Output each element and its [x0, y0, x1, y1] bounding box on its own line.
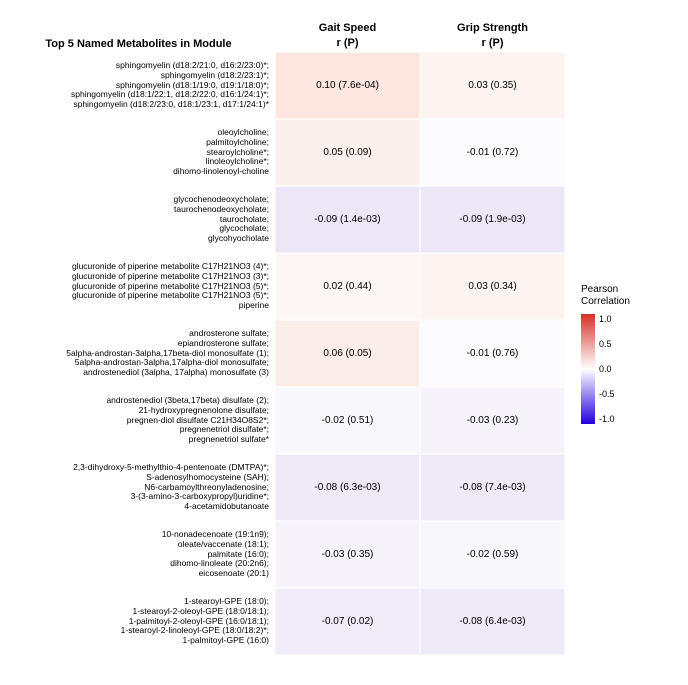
legend-scale: 1.0 0.5 0.0 -0.5 -1.0 [581, 314, 615, 424]
legend-ticks: 1.0 0.5 0.0 -0.5 -1.0 [595, 314, 615, 424]
heatmap-cell: -0.02 (0.59) [420, 521, 565, 588]
row-label: androsterone sulfate;epiandrosterone sul… [10, 320, 275, 387]
col-head-line1: Grip Strength [457, 22, 528, 34]
row-label-line: piperine [10, 301, 269, 311]
heatmap-cell: 0.05 (0.09) [275, 119, 420, 186]
heatmap-cell: 0.03 (0.35) [420, 52, 565, 119]
legend-title-line2: Correlation [581, 296, 630, 307]
rows-area: sphingomyelin (d18:2/21:0, d16:2/23:0)*;… [10, 52, 678, 655]
rows-left: sphingomyelin (d18:2/21:0, d16:2/23:0)*;… [10, 52, 565, 655]
column-header-gait: Gait Speed r (P) [275, 21, 420, 50]
row-label-line: eicosenoate (20:1) [10, 569, 269, 579]
legend-tick: 1.0 [599, 314, 615, 324]
row-label-line: 4-acetamidobutanoate [10, 502, 269, 512]
row-label-line: glycohyocholate [10, 234, 269, 244]
row-label: glycochenodeoxycholate;taurochenodeoxych… [10, 186, 275, 253]
heatmap-cell: -0.08 (6.3e-03) [275, 454, 420, 521]
heatmap-cell: -0.01 (0.76) [420, 320, 565, 387]
col-head-line2: r (P) [337, 37, 359, 49]
legend-title: Pearson Correlation [581, 284, 630, 308]
legend-tick: 0.5 [599, 339, 615, 349]
col-head-line2: r (P) [482, 37, 504, 49]
row-label: 10-nonadecenoate (19:1n9);oleate/vaccena… [10, 521, 275, 588]
table-row: 1-stearoyl-GPE (18:0);1-stearoyl-2-oleoy… [10, 588, 565, 655]
heatmap-cell: 0.06 (0.05) [275, 320, 420, 387]
legend-tick: -0.5 [599, 389, 615, 399]
heatmap-cell: -0.09 (1.9e-03) [420, 186, 565, 253]
legend-tick: -1.0 [599, 414, 615, 424]
heatmap-cell: 0.02 (0.44) [275, 253, 420, 320]
heatmap-cell: -0.08 (6.4e-03) [420, 588, 565, 655]
row-label-line: 1-palmitoyl-GPE (16:0) [10, 636, 269, 646]
legend-colorbar [581, 314, 595, 424]
row-label-line: sphingomyelin (d18:2/23:0, d18:1/23:1, d… [10, 100, 269, 110]
row-label: 1-stearoyl-GPE (18:0);1-stearoyl-2-oleoy… [10, 588, 275, 655]
header-row: Top 5 Named Metabolites in Module Gait S… [10, 10, 678, 50]
heatmap-cell: -0.02 (0.51) [275, 387, 420, 454]
heatmap-cell: -0.09 (1.4e-03) [275, 186, 420, 253]
table-row: androstenediol (3beta,17beta) disulfate … [10, 387, 565, 454]
heatmap-cell: -0.01 (0.72) [420, 119, 565, 186]
legend-tick: 0.0 [599, 364, 615, 374]
row-label-line: androstenediol (3alpha, 17alpha) monosul… [10, 368, 269, 378]
heatmap-cell: 0.10 (7.6e-04) [275, 52, 420, 119]
table-row: sphingomyelin (d18:2/21:0, d16:2/23:0)*;… [10, 52, 565, 119]
color-legend: Pearson Correlation 1.0 0.5 0.0 -0.5 -1.0 [565, 52, 655, 655]
heatmap-cell: 0.03 (0.34) [420, 253, 565, 320]
heatmap-cell: -0.03 (0.35) [275, 521, 420, 588]
legend-title-line1: Pearson [581, 284, 618, 295]
row-label-line: pregnenetriol sulfate* [10, 435, 269, 445]
table-row: glycochenodeoxycholate;taurochenodeoxych… [10, 186, 565, 253]
row-label: androstenediol (3beta,17beta) disulfate … [10, 387, 275, 454]
table-row: glucuronide of piperine metabolite C17H2… [10, 253, 565, 320]
table-row: 2,3-dihydroxy-5-methylthio-4-pentenoate … [10, 454, 565, 521]
row-label: glucuronide of piperine metabolite C17H2… [10, 253, 275, 320]
heatmap-cell: -0.08 (7.4e-03) [420, 454, 565, 521]
heatmap-cell: -0.07 (0.02) [275, 588, 420, 655]
label-column-header: Top 5 Named Metabolites in Module [10, 38, 275, 50]
col-head-line1: Gait Speed [319, 22, 376, 34]
table-row: androsterone sulfate;epiandrosterone sul… [10, 320, 565, 387]
table-row: oleoylcholine;palmitoylcholine;stearoylc… [10, 119, 565, 186]
row-label: sphingomyelin (d18:2/21:0, d16:2/23:0)*;… [10, 52, 275, 119]
row-label: 2,3-dihydroxy-5-methylthio-4-pentenoate … [10, 454, 275, 521]
table-row: 10-nonadecenoate (19:1n9);oleate/vaccena… [10, 521, 565, 588]
heatmap-cell: -0.03 (0.23) [420, 387, 565, 454]
row-label-line: dihomo-linolenoyl-choline [10, 167, 269, 177]
row-label: oleoylcholine;palmitoylcholine;stearoylc… [10, 119, 275, 186]
column-header-grip: Grip Strength r (P) [420, 21, 565, 50]
heatmap-table: Top 5 Named Metabolites in Module Gait S… [10, 10, 678, 655]
row-label-line: glucuronide of piperine metabolite C17H2… [10, 291, 269, 301]
